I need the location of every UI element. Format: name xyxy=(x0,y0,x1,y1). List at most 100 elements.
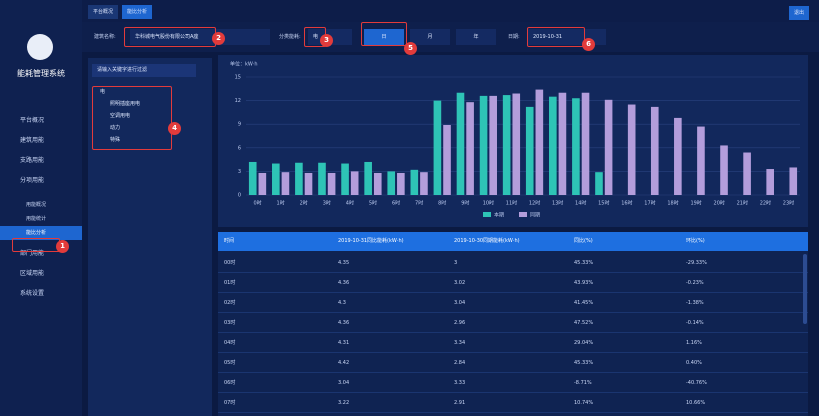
bar xyxy=(674,117,682,195)
header-cell: 2019-10-31同比能耗(kW·h) xyxy=(338,238,404,244)
topbar: 平台概况 能比分析 退出 xyxy=(82,0,819,22)
y-tick-label: 3 xyxy=(238,169,241,175)
table-cell: 2.96 xyxy=(454,320,466,326)
sidebar: 能耗管理系统 平台概况建筑用能支路用能分项用能用能概况用能统计能比分析部门用能区… xyxy=(0,0,82,416)
x-tick-label: 12时 xyxy=(529,200,540,207)
tree-node[interactable]: 照明插座用电 xyxy=(110,101,141,107)
menu-item[interactable]: 分项用能 xyxy=(20,177,45,184)
table-cell: 3.04 xyxy=(454,300,466,306)
bar xyxy=(433,100,442,195)
date-label: 日期: xyxy=(508,34,520,40)
y-tick-label: 0 xyxy=(238,193,241,199)
table-cell: 47.52% xyxy=(574,320,594,326)
tree-node[interactable]: 电 xyxy=(100,89,106,95)
data-table: 时间 2019-10-31同比能耗(kW·h) 2019-10-30同期能耗(kW·… xyxy=(218,232,808,416)
callout-box xyxy=(12,238,60,252)
tree-search[interactable]: 请输入关键字进行过滤 xyxy=(92,64,196,77)
header-cell: 环比(%) xyxy=(686,238,705,244)
bar xyxy=(350,171,359,195)
scrollbar[interactable] xyxy=(803,254,807,324)
table-cell: 3 xyxy=(454,260,458,266)
submenu-item[interactable]: 能比分析 xyxy=(0,226,82,240)
menu-item[interactable]: 系统设置 xyxy=(20,290,45,297)
avatar xyxy=(27,34,53,60)
table-row: 03时 4.36 2.96 47.52% -0.14% xyxy=(218,314,808,333)
building-label: 建筑名称: xyxy=(94,34,116,40)
callout-box xyxy=(527,27,585,47)
legend-swatch xyxy=(519,212,527,217)
header-cell: 2019-10-30同期能耗(kW·h) xyxy=(454,238,520,244)
legend-label: 同期 xyxy=(530,213,540,219)
bar xyxy=(373,172,382,195)
legend-swatch xyxy=(483,212,491,217)
callout-number: 4 xyxy=(168,122,181,135)
bar xyxy=(397,172,405,195)
table-cell: 43.93% xyxy=(574,280,594,286)
bar xyxy=(364,161,372,195)
table-cell: 04时 xyxy=(224,340,236,346)
period-year[interactable]: 年 xyxy=(456,29,496,45)
period-day[interactable]: 日 xyxy=(364,29,404,45)
bar xyxy=(248,161,257,195)
table-row: 00时 4.35 3 45.33% -29.33% xyxy=(218,254,808,273)
tree-node[interactable]: 空调用电 xyxy=(110,113,131,119)
table-cell: -40.76% xyxy=(686,380,707,386)
menu-item[interactable]: 平台概况 xyxy=(20,117,45,124)
table-cell: -0.14% xyxy=(686,320,704,326)
bar xyxy=(766,169,774,195)
table-row: 07时 3.22 2.91 10.74% 10.66% xyxy=(218,394,808,413)
header-cell: 时间 xyxy=(224,238,235,244)
bar xyxy=(549,96,557,195)
tab[interactable]: 平台概况 xyxy=(88,5,119,19)
x-tick-label: 16时 xyxy=(621,200,632,207)
table-cell: -8.71% xyxy=(574,380,592,386)
bar xyxy=(743,152,751,195)
x-tick-label: 13时 xyxy=(552,200,563,207)
x-tick-label: 6时 xyxy=(392,200,400,207)
table-cell: 2.91 xyxy=(454,400,466,406)
building-select[interactable]: 华科城电气股份有限公司A座 xyxy=(130,29,270,45)
callout-number: 2 xyxy=(212,32,225,45)
bar xyxy=(281,172,290,195)
x-tick-label: 22时 xyxy=(760,200,771,207)
tab-active[interactable]: 能比分析 xyxy=(122,5,153,19)
system-title: 能耗管理系统 xyxy=(17,69,65,78)
bar xyxy=(595,172,603,195)
table-cell: 29.04% xyxy=(574,340,594,346)
menu-item[interactable]: 部门用能 xyxy=(20,250,45,257)
table-cell: 07时 xyxy=(224,400,236,406)
x-tick-label: 0时 xyxy=(253,200,261,207)
table-cell: 4.35 xyxy=(338,260,350,266)
x-tick-label: 23时 xyxy=(783,200,794,207)
bar xyxy=(341,163,349,195)
table-cell: 4.36 xyxy=(338,320,350,326)
menu-item[interactable]: 区域用能 xyxy=(20,270,45,277)
table-cell: 4.3 xyxy=(338,300,346,306)
bar xyxy=(512,93,521,195)
x-tick-label: 15时 xyxy=(598,200,609,207)
menu-item[interactable]: 支路用能 xyxy=(20,157,45,164)
x-tick-label: 18时 xyxy=(667,200,678,207)
logout-button[interactable]: 退出 xyxy=(789,6,810,20)
menu-item[interactable]: 建筑用能 xyxy=(20,137,45,144)
x-tick-label: 4时 xyxy=(346,200,354,207)
bar xyxy=(650,106,659,195)
tree-node[interactable]: 动力 xyxy=(110,125,121,131)
table-cell: 3.34 xyxy=(454,340,466,346)
submenu-item[interactable]: 用能概况 xyxy=(26,202,47,208)
x-tick-label: 9时 xyxy=(461,200,469,207)
table-cell: 3.33 xyxy=(454,380,466,386)
bar xyxy=(572,98,580,195)
bar xyxy=(502,95,511,195)
submenu-item[interactable]: 用能统计 xyxy=(26,216,47,222)
callout-number: 3 xyxy=(320,34,333,47)
bar xyxy=(327,172,336,195)
bar xyxy=(318,162,326,195)
period-month[interactable]: 月 xyxy=(410,29,450,45)
table-row: 01时 4.36 3.02 43.93% -0.23% xyxy=(218,274,808,293)
chart: 单位：kW·h 0 3 6 9 12 15 0时 1时 2时 3时 4时 5时 6时 7时 8时 9时 10时 1… xyxy=(218,55,808,227)
x-tick-label: 19时 xyxy=(690,200,701,207)
tree-node[interactable]: 特殊 xyxy=(110,137,121,143)
